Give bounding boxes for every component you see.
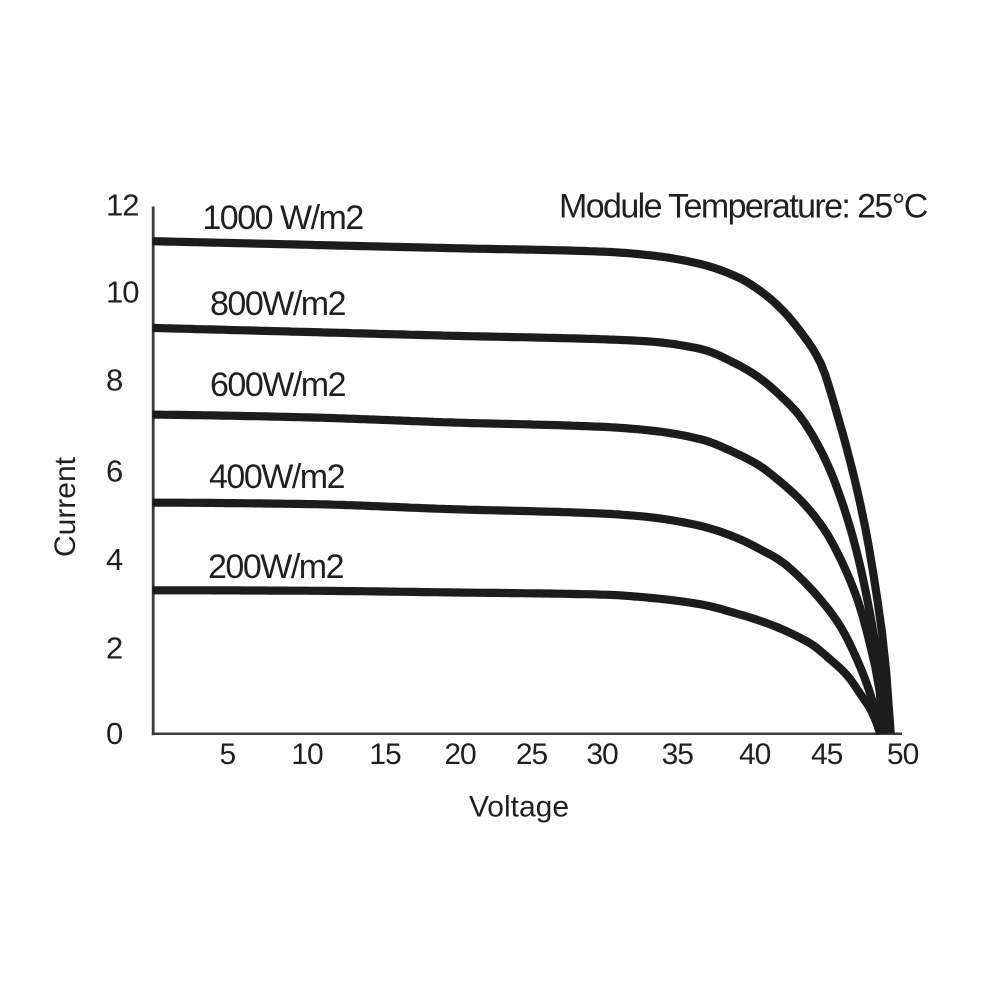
svg-text:6: 6 xyxy=(106,454,122,489)
svg-text:600W/m2: 600W/m2 xyxy=(210,366,346,404)
svg-text:1000 W/m2: 1000 W/m2 xyxy=(202,199,363,237)
svg-text:30: 30 xyxy=(586,738,618,771)
svg-text:Module Temperature: 25°C: Module Temperature: 25°C xyxy=(559,187,928,225)
svg-text:800W/m2: 800W/m2 xyxy=(210,285,346,323)
svg-text:4: 4 xyxy=(106,542,123,577)
svg-text:0: 0 xyxy=(106,716,123,751)
svg-text:45: 45 xyxy=(811,738,843,771)
svg-text:10: 10 xyxy=(106,275,139,310)
svg-text:12: 12 xyxy=(106,188,138,223)
svg-text:8: 8 xyxy=(106,363,122,398)
svg-text:5: 5 xyxy=(219,738,235,771)
svg-text:40: 40 xyxy=(739,738,771,771)
svg-text:20: 20 xyxy=(444,738,476,771)
svg-text:200W/m2: 200W/m2 xyxy=(208,548,344,586)
svg-text:25: 25 xyxy=(516,738,548,771)
svg-text:50: 50 xyxy=(887,738,919,771)
svg-text:2: 2 xyxy=(106,631,122,666)
svg-text:Current: Current xyxy=(49,456,82,557)
svg-text:10: 10 xyxy=(291,738,323,771)
svg-text:400W/m2: 400W/m2 xyxy=(209,458,345,496)
svg-text:Voltage: Voltage xyxy=(469,790,569,823)
svg-text:35: 35 xyxy=(662,738,694,771)
svg-text:15: 15 xyxy=(369,738,401,771)
